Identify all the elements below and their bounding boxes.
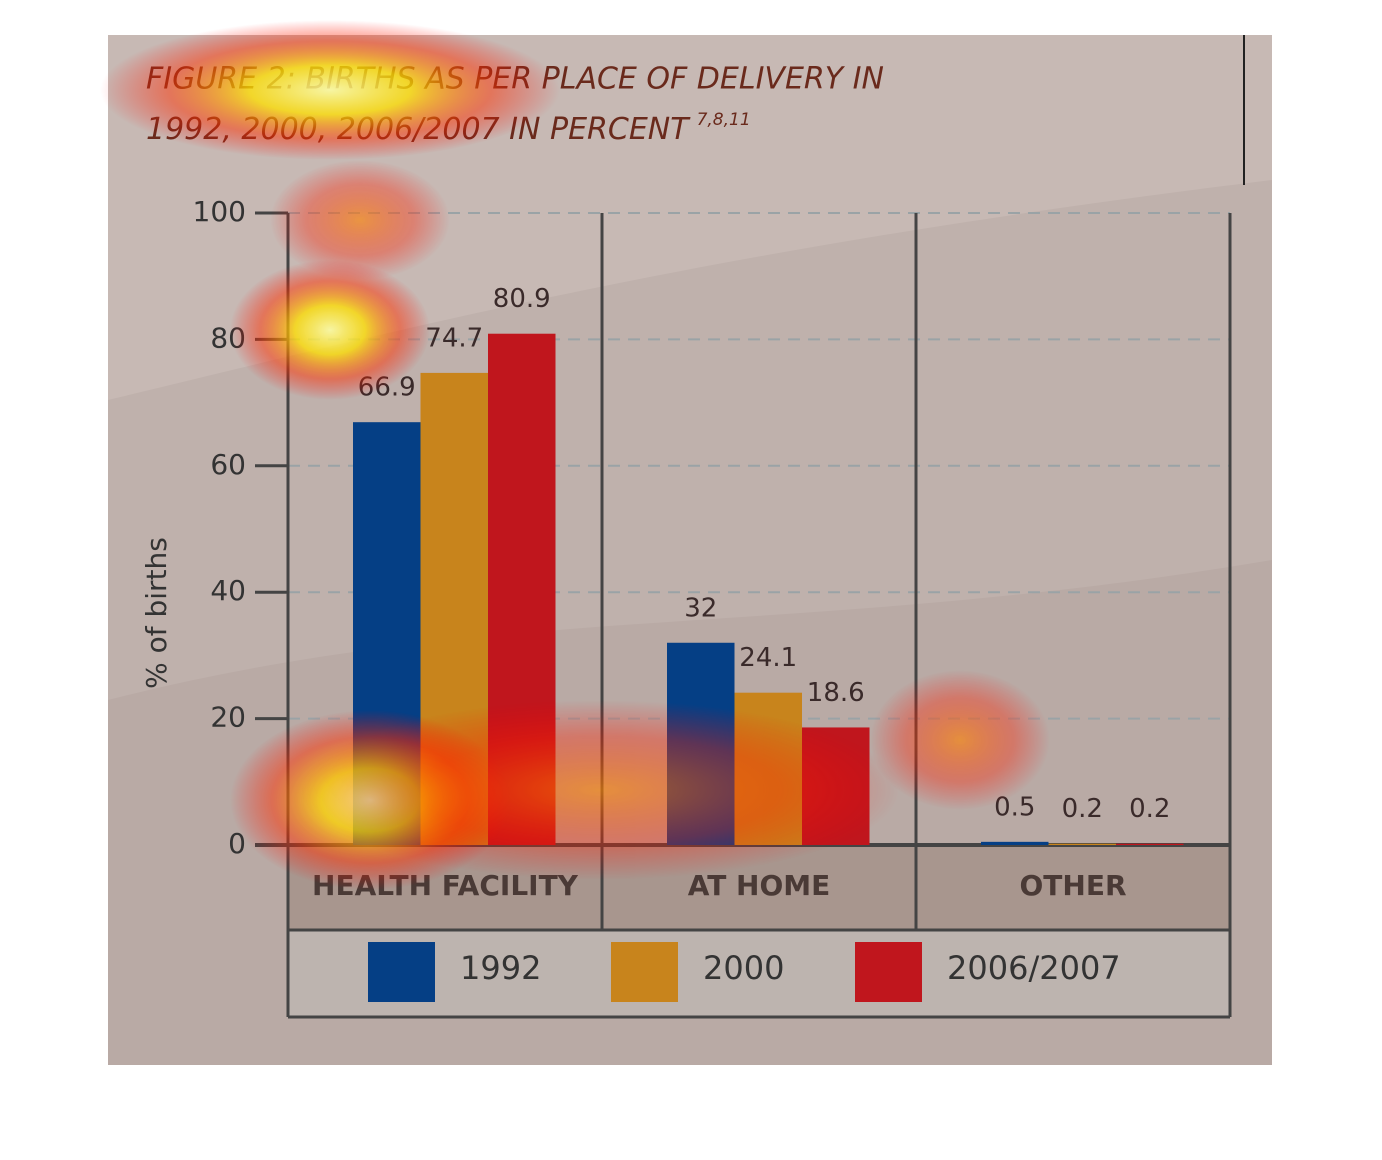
y-axis-label: % of births	[140, 537, 173, 689]
title-superscript: 7,8,11	[697, 110, 751, 130]
value-label: 0.2	[1129, 794, 1170, 824]
y-tick-label: 100	[193, 195, 246, 228]
value-label: 24.1	[739, 643, 797, 673]
value-label: 0.2	[1062, 794, 1103, 824]
heat-spot	[270, 160, 450, 280]
x-tick-label: OTHER	[1019, 869, 1126, 902]
value-label: 32	[684, 593, 717, 623]
value-label: 18.6	[807, 678, 865, 708]
legend-swatch	[855, 942, 922, 1002]
heatmap	[100, 20, 1050, 890]
value-label: 74.7	[425, 323, 483, 353]
x-tick-label: AT HOME	[688, 869, 831, 902]
legend-swatch	[368, 942, 435, 1002]
value-label: 80.9	[493, 284, 551, 314]
bar	[981, 841, 1049, 845]
bar	[1048, 843, 1116, 845]
legend-row	[288, 930, 1230, 1017]
legend-label: 2000	[703, 949, 784, 987]
legend-swatch	[611, 942, 678, 1002]
legend-label: 2006/2007	[947, 949, 1121, 987]
heat-spot	[300, 700, 900, 880]
bar	[1116, 843, 1184, 845]
heat-spot	[870, 670, 1050, 810]
heat-spot	[100, 20, 560, 160]
y-tick-label: 60	[210, 448, 246, 481]
legend-label: 1992	[460, 949, 541, 987]
y-tick-label: 20	[210, 701, 246, 734]
heat-spot	[230, 260, 430, 400]
y-tick-label: 40	[210, 574, 246, 607]
